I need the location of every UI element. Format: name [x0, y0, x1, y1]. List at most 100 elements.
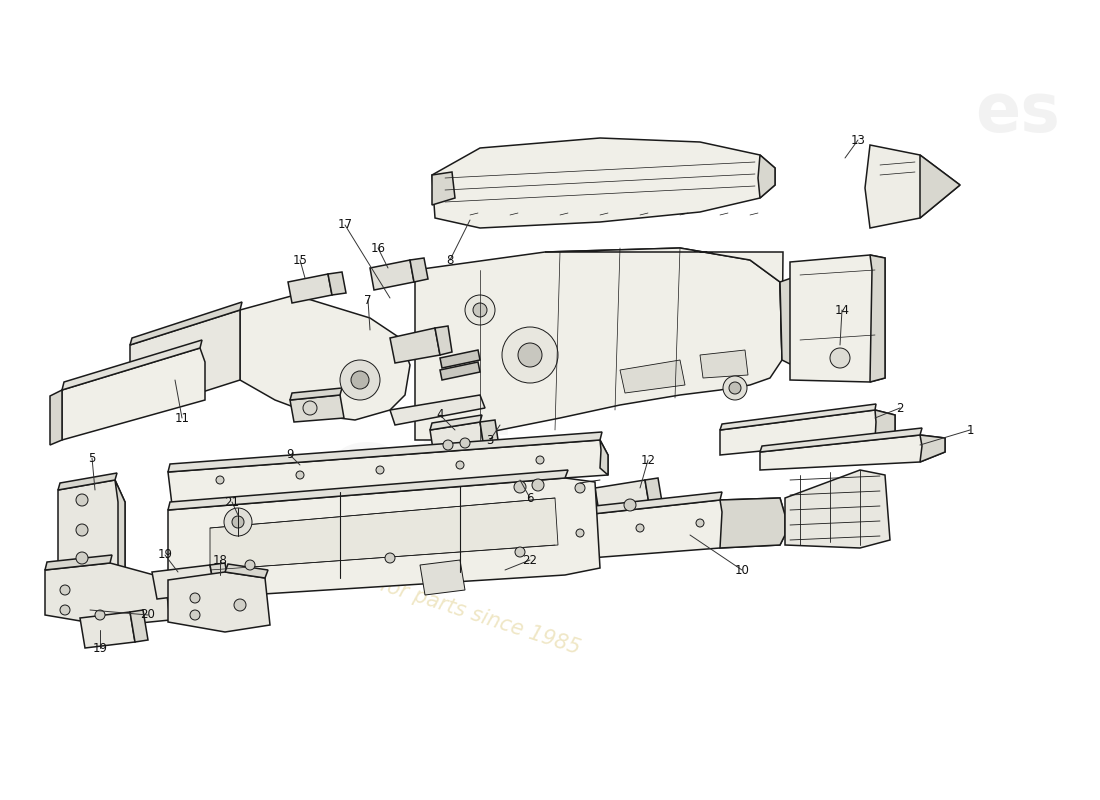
Circle shape [515, 547, 525, 557]
Text: 18: 18 [212, 554, 228, 566]
Circle shape [636, 524, 644, 532]
Polygon shape [432, 172, 455, 205]
Circle shape [575, 483, 585, 493]
Text: 15: 15 [293, 254, 307, 266]
Circle shape [60, 585, 70, 595]
Polygon shape [480, 420, 501, 455]
Polygon shape [870, 255, 886, 382]
Polygon shape [130, 302, 242, 345]
Polygon shape [168, 470, 568, 510]
Circle shape [696, 519, 704, 527]
Circle shape [830, 348, 850, 368]
Text: 16: 16 [371, 242, 385, 254]
Circle shape [473, 303, 487, 317]
Text: 10: 10 [735, 563, 749, 577]
Circle shape [234, 599, 246, 611]
Polygon shape [50, 390, 62, 445]
Circle shape [95, 610, 104, 620]
Polygon shape [440, 350, 480, 368]
Polygon shape [370, 260, 414, 290]
Circle shape [76, 494, 88, 506]
Polygon shape [785, 470, 890, 548]
Circle shape [443, 440, 453, 450]
Polygon shape [780, 275, 802, 370]
Polygon shape [130, 610, 148, 642]
Text: 17: 17 [338, 218, 352, 231]
Polygon shape [420, 560, 465, 595]
Text: 5: 5 [88, 451, 96, 465]
Circle shape [536, 456, 544, 464]
Circle shape [190, 593, 200, 603]
Polygon shape [240, 295, 410, 420]
Polygon shape [874, 410, 895, 440]
Polygon shape [760, 435, 945, 470]
Polygon shape [168, 572, 270, 632]
Text: 21: 21 [224, 495, 240, 509]
Circle shape [351, 371, 369, 389]
Text: 3: 3 [486, 434, 494, 446]
Polygon shape [544, 248, 783, 360]
Text: a passion for parts since 1985: a passion for parts since 1985 [277, 542, 583, 658]
Polygon shape [390, 395, 485, 425]
Polygon shape [290, 388, 342, 400]
Text: 22: 22 [522, 554, 538, 566]
Circle shape [729, 382, 741, 394]
Polygon shape [45, 563, 170, 626]
Circle shape [723, 376, 747, 400]
Polygon shape [758, 155, 776, 198]
Text: 11: 11 [175, 411, 189, 425]
Circle shape [518, 343, 542, 367]
Circle shape [576, 529, 584, 537]
Text: 8: 8 [447, 254, 453, 266]
Circle shape [465, 295, 495, 325]
Polygon shape [720, 404, 876, 430]
Polygon shape [700, 350, 748, 378]
Polygon shape [490, 460, 550, 500]
Polygon shape [620, 360, 685, 393]
Polygon shape [920, 435, 945, 462]
Polygon shape [790, 255, 886, 382]
Polygon shape [760, 428, 922, 452]
Polygon shape [168, 478, 600, 600]
Text: 20: 20 [141, 609, 155, 622]
Polygon shape [62, 340, 202, 390]
Circle shape [302, 401, 317, 415]
Text: 13: 13 [850, 134, 866, 146]
Text: 1: 1 [966, 423, 974, 437]
Circle shape [190, 610, 200, 620]
Polygon shape [328, 272, 346, 295]
Polygon shape [920, 155, 960, 218]
Text: 2: 2 [896, 402, 904, 414]
Polygon shape [600, 440, 608, 475]
Polygon shape [290, 395, 344, 422]
Polygon shape [538, 498, 785, 562]
Circle shape [296, 471, 304, 479]
Polygon shape [168, 432, 602, 472]
Polygon shape [288, 274, 332, 303]
Text: 9: 9 [286, 449, 294, 462]
Text: 14: 14 [835, 303, 849, 317]
Circle shape [502, 327, 558, 383]
Polygon shape [168, 440, 608, 505]
Polygon shape [538, 492, 722, 520]
Circle shape [224, 508, 252, 536]
Polygon shape [58, 473, 117, 490]
Circle shape [532, 479, 544, 491]
Polygon shape [80, 612, 135, 648]
Circle shape [232, 516, 244, 528]
Polygon shape [210, 498, 558, 570]
Text: 19: 19 [92, 642, 108, 654]
Polygon shape [865, 145, 960, 228]
Polygon shape [434, 326, 452, 355]
Polygon shape [62, 348, 205, 440]
Circle shape [76, 524, 88, 536]
Text: 19: 19 [157, 549, 173, 562]
Text: 4: 4 [437, 409, 443, 422]
Circle shape [245, 560, 255, 570]
Polygon shape [415, 248, 782, 440]
Polygon shape [58, 480, 125, 578]
Polygon shape [490, 452, 547, 468]
Polygon shape [130, 310, 240, 415]
Polygon shape [430, 422, 485, 462]
Circle shape [376, 466, 384, 474]
